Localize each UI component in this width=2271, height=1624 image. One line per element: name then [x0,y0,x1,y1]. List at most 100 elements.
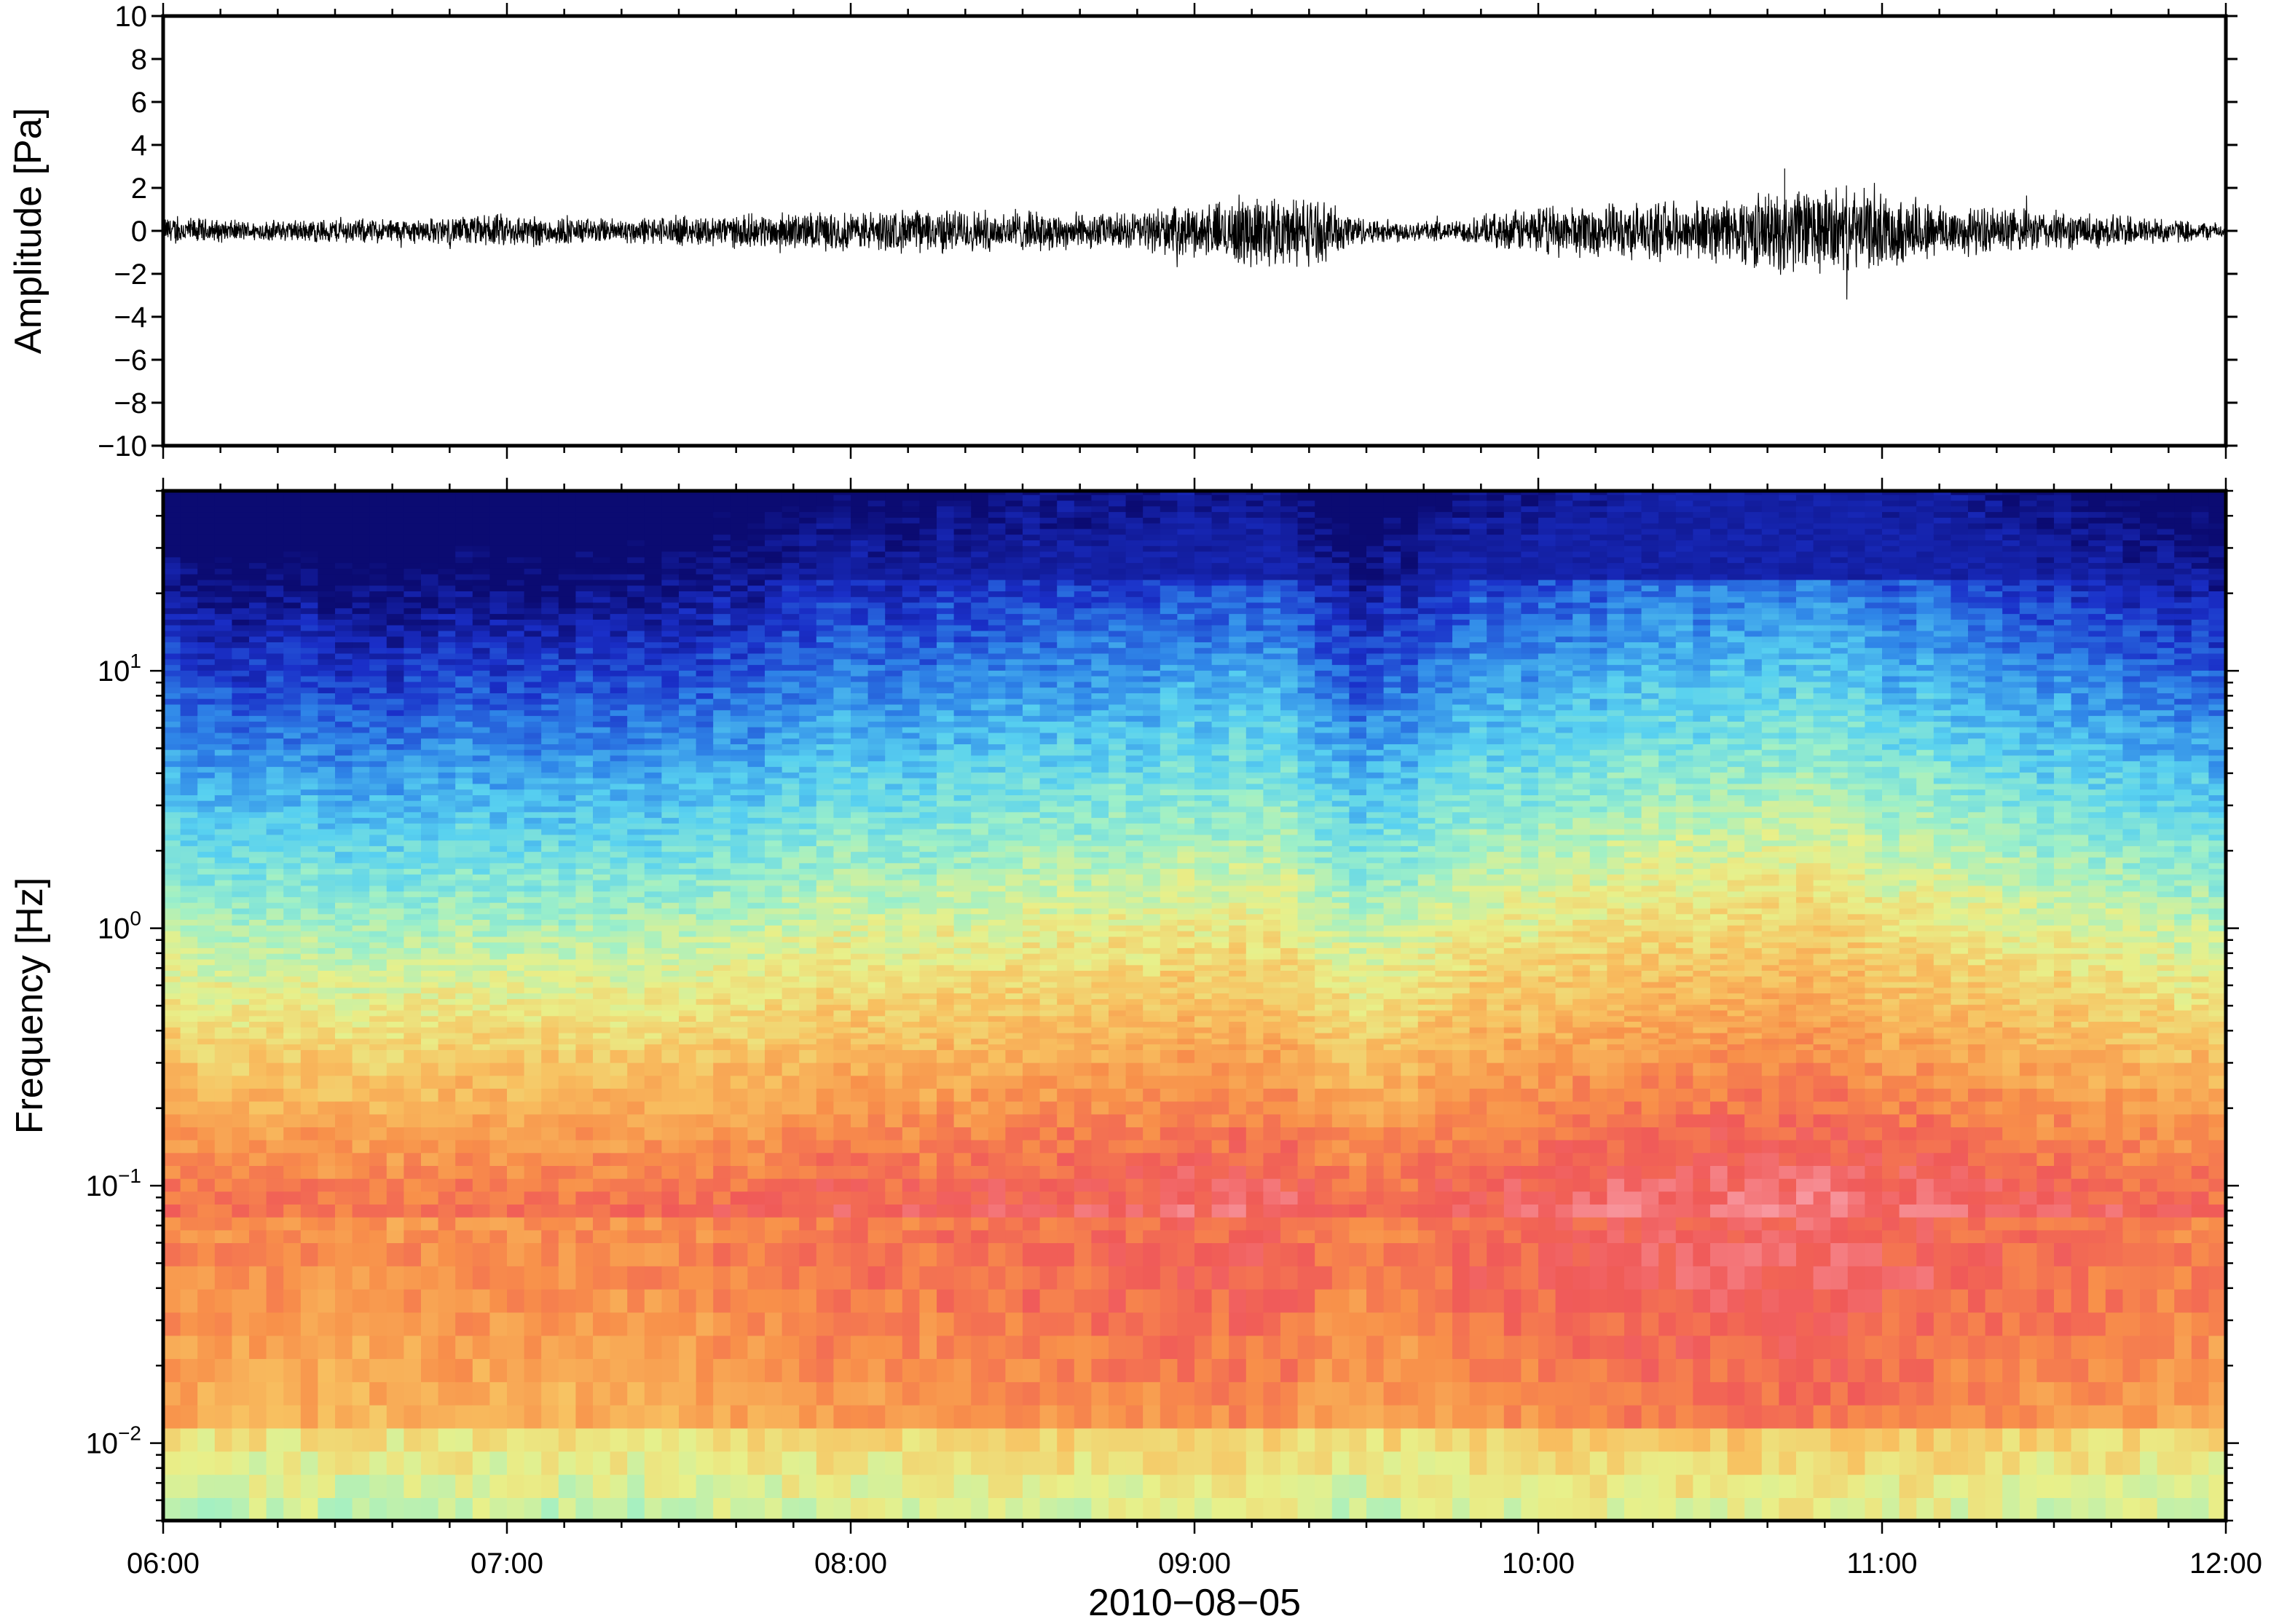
spectrogram-cell [318,647,336,654]
spectrogram-cell [386,845,405,852]
spectrogram-cell [713,862,731,870]
spectrogram-cell [369,1165,387,1179]
spectrogram-cell [352,642,370,648]
spectrogram-cell [524,698,542,705]
spectrogram-cell [369,783,387,790]
spectrogram-cell [765,789,783,795]
spectrogram-cell [524,1127,542,1140]
spectrogram-cell [266,879,284,886]
spectrogram-cell [679,795,697,801]
spectrogram-cell [679,800,697,807]
spectrogram-cell [438,913,456,920]
spectrogram-cell [455,817,473,824]
spectrogram-cell [507,1113,525,1127]
spectrogram-cell [799,1404,817,1429]
spectrogram-cell [318,1335,336,1360]
spectrogram-cell [386,913,405,920]
spectrogram-cell [300,687,319,693]
spectrogram-cell [644,902,663,909]
spectrogram-cell [214,1451,233,1475]
spectrogram-cell [696,987,714,994]
spectrogram-cell [593,744,611,750]
spectrogram-cell [816,840,835,846]
spectrogram-cell [489,1178,508,1192]
spectrogram-cell [730,738,749,744]
spectrogram-cell [696,947,714,954]
spectrogram-cell [214,744,233,750]
spectrogram-cell [421,1088,439,1102]
spectrogram-cell [765,698,783,705]
spectrogram-cell [696,777,714,784]
spectrogram-cell [232,783,250,790]
spectrogram-cell [799,744,817,750]
spectrogram-cell [266,715,284,722]
spectrogram-cell [593,840,611,846]
spectrogram-cell [214,976,233,982]
spectrogram-cell [489,874,508,880]
spectrogram-cell [352,958,370,966]
spectrogram-cell [369,721,387,728]
spectrogram-cell [558,805,577,813]
spectrogram-cell [421,1427,439,1452]
spectrogram-cell [214,1062,233,1076]
spectrogram-cell [593,919,611,926]
spectrogram-cell [644,783,663,790]
spectrogram-cell [249,998,267,1005]
spectrogram-cell [799,1266,817,1290]
spectrogram-cell [214,664,233,671]
spectrogram-cell [730,744,749,750]
spectrogram-cell [369,964,387,971]
spectrogram-cell [335,749,353,756]
spectrogram-cell [438,1229,456,1243]
spectrogram-cell [180,885,198,892]
spectrogram-cell [627,1335,645,1360]
spectrogram-cell [404,540,422,546]
spectrogram-cell [765,1242,783,1266]
spectrogram-cell [558,715,577,722]
spectrogram-cell [747,585,765,591]
spectrogram-cell [386,817,405,824]
spectrogram-cell [541,823,559,829]
spectrogram-cell [541,732,559,739]
spectrogram-cell [300,805,319,813]
spectrogram-cell [713,795,731,801]
spectrogram-cell [421,744,439,750]
spectrogram-cell [575,1015,594,1022]
spectrogram-cell [524,494,542,501]
spectrogram-cell [593,851,611,858]
spectrogram-cell [765,1204,783,1218]
spectrogram-cell [266,1009,284,1017]
spectrogram-cell [180,976,198,982]
spectrogram-cell [352,1427,370,1452]
spectrogram-cell [180,1358,198,1382]
spectrogram-cell [713,1165,731,1179]
spectrogram-cell [661,726,680,733]
spectrogram-cell [541,862,559,870]
spectrogram-cell [369,517,387,524]
spectrogram-cell [180,642,198,648]
spectrogram-cell [438,1266,456,1290]
spectrogram-cell [197,805,216,813]
spectrogram-cell [610,1242,628,1266]
spectrogram-cell [541,1152,559,1166]
spectrogram-cell [249,619,267,626]
spectrogram-cell [610,970,628,977]
spectrogram-cell [524,540,542,546]
spectrogram-cell [816,795,835,801]
spectrogram-cell [318,1139,336,1154]
spectrogram-cell [661,749,680,756]
spectrogram-cell [369,664,387,671]
spectrogram-cell [524,664,542,671]
spectrogram-cell [266,851,284,858]
spectrogram-cell [180,624,198,631]
spectrogram-cell [661,1335,680,1360]
spectrogram-cell [747,703,765,711]
spectrogram-cell [335,585,353,591]
spectrogram-cell [713,1358,731,1382]
spectrogram-cell [352,783,370,790]
spectrogram-cell [472,845,491,852]
spectrogram-cell [730,1191,749,1205]
spectrogram-cell [404,1216,422,1231]
spectrogram-cell [713,1100,731,1115]
